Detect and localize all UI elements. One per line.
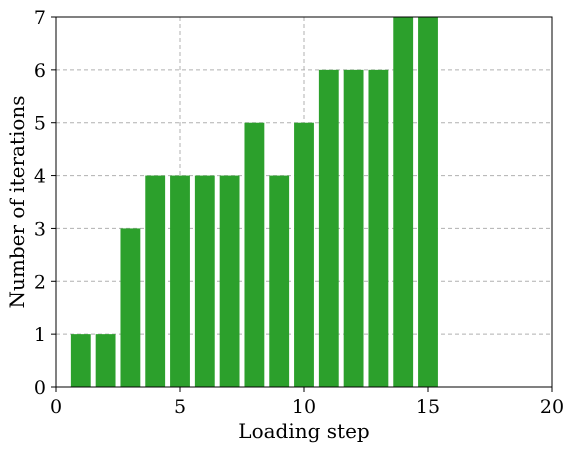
bar-step-1 (70, 334, 91, 387)
y-tick-label: 0 (34, 377, 46, 399)
bar-step-9 (269, 175, 290, 387)
bar-step-10 (294, 122, 314, 387)
x-tick-label: 0 (50, 396, 62, 418)
x-axis-ticks: 0 5 10 15 20 (50, 387, 564, 418)
bar-step-5 (170, 175, 190, 387)
x-tick-label: 5 (174, 396, 186, 418)
bar-step-11 (318, 69, 339, 387)
bar-step-6 (194, 175, 215, 387)
bar-step-12 (343, 69, 364, 387)
y-tick-label: 5 (34, 113, 46, 135)
x-tick-label: 15 (416, 396, 440, 418)
bar-step-7 (219, 175, 240, 387)
y-axis-label: Number of iterations (5, 95, 29, 308)
bar-step-15 (418, 17, 438, 387)
y-tick-label: 6 (34, 60, 46, 82)
bar-step-4 (145, 175, 166, 387)
y-tick-label: 4 (34, 166, 46, 188)
bars (70, 17, 438, 387)
bar-step-13 (368, 69, 389, 387)
x-tick-label: 20 (540, 396, 564, 418)
bar-step-3 (120, 228, 141, 387)
y-tick-label: 3 (34, 218, 46, 240)
x-axis-label: Loading step (238, 419, 369, 443)
bar-step-8 (244, 122, 265, 387)
bar-step-2 (95, 334, 116, 387)
bar-step-14 (393, 17, 414, 387)
y-axis-ticks: 0 1 2 3 4 5 6 7 (34, 7, 56, 399)
x-tick-label: 10 (292, 396, 316, 418)
y-tick-label: 2 (34, 271, 46, 293)
y-tick-label: 7 (34, 7, 46, 29)
y-tick-label: 1 (34, 324, 46, 346)
